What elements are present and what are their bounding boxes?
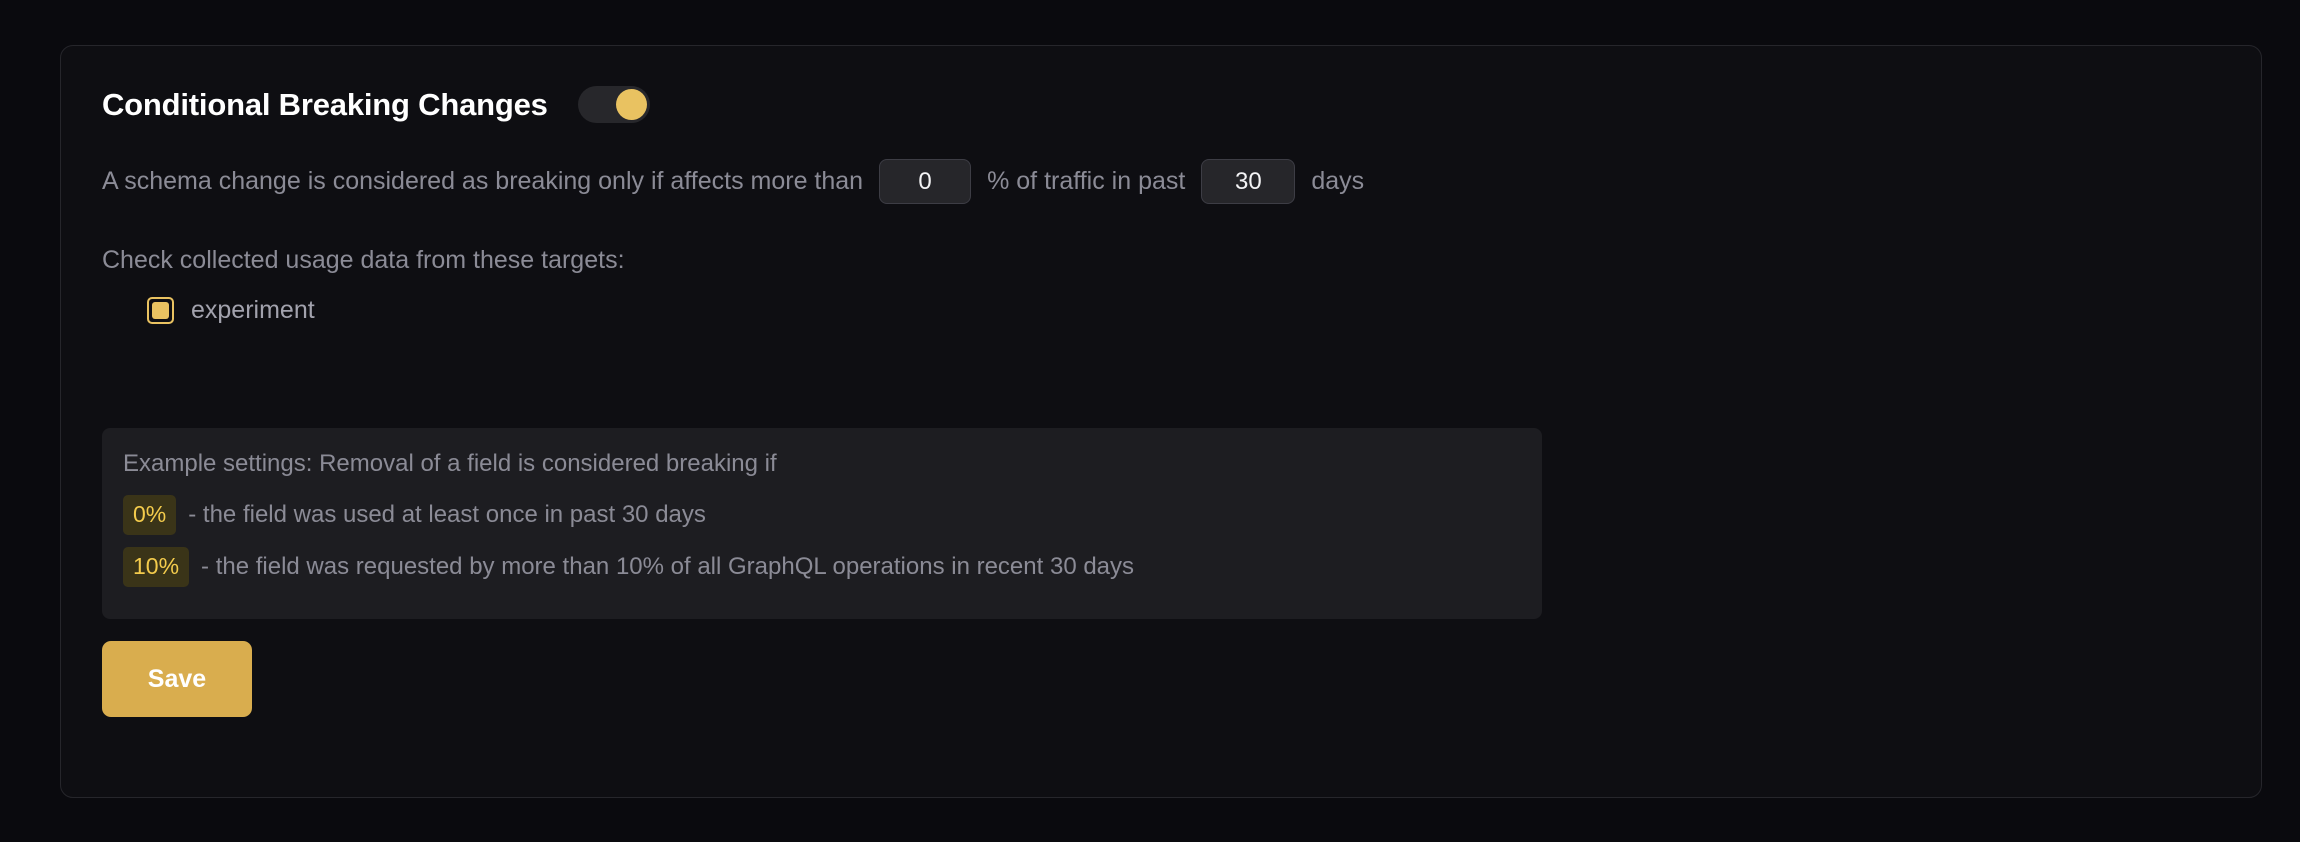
card-header: Conditional Breaking Changes xyxy=(102,86,650,123)
rule-prefix-label: A schema change is considered as breakin… xyxy=(102,167,864,195)
checkbox-fill xyxy=(152,302,169,319)
conditional-breaking-changes-toggle[interactable] xyxy=(577,86,650,123)
rule-suffix-label: days xyxy=(1311,167,1365,195)
example-line: 0% - the field was used at least once in… xyxy=(123,495,1542,535)
toggle-knob xyxy=(615,89,647,120)
checkbox-checked-icon[interactable] xyxy=(147,297,174,324)
save-button[interactable]: Save xyxy=(102,641,252,717)
days-input[interactable] xyxy=(1201,159,1296,204)
page-title: Conditional Breaking Changes xyxy=(102,86,548,122)
example-badge: 0% xyxy=(123,495,177,535)
targets-section-label: Check collected usage data from these ta… xyxy=(102,246,625,274)
example-settings-panel: Example settings: Removal of a field is … xyxy=(102,428,1542,619)
example-line: 10% - the field was requested by more th… xyxy=(123,547,1542,587)
rule-middle-label: % of traffic in past xyxy=(987,167,1186,195)
example-heading: Example settings: Removal of a field is … xyxy=(123,450,777,477)
target-checkbox-row-experiment[interactable]: experiment xyxy=(147,296,315,325)
breaking-change-rule-row: A schema change is considered as breakin… xyxy=(102,159,1364,204)
target-label-experiment: experiment xyxy=(191,296,315,324)
example-line-text: - the field was used at least once in pa… xyxy=(188,501,706,528)
example-line-text: - the field was requested by more than 1… xyxy=(201,553,1135,580)
example-badge: 10% xyxy=(123,547,190,587)
percentage-input[interactable] xyxy=(879,159,972,204)
conditional-breaking-changes-card: Conditional Breaking Changes A schema ch… xyxy=(60,45,2262,798)
